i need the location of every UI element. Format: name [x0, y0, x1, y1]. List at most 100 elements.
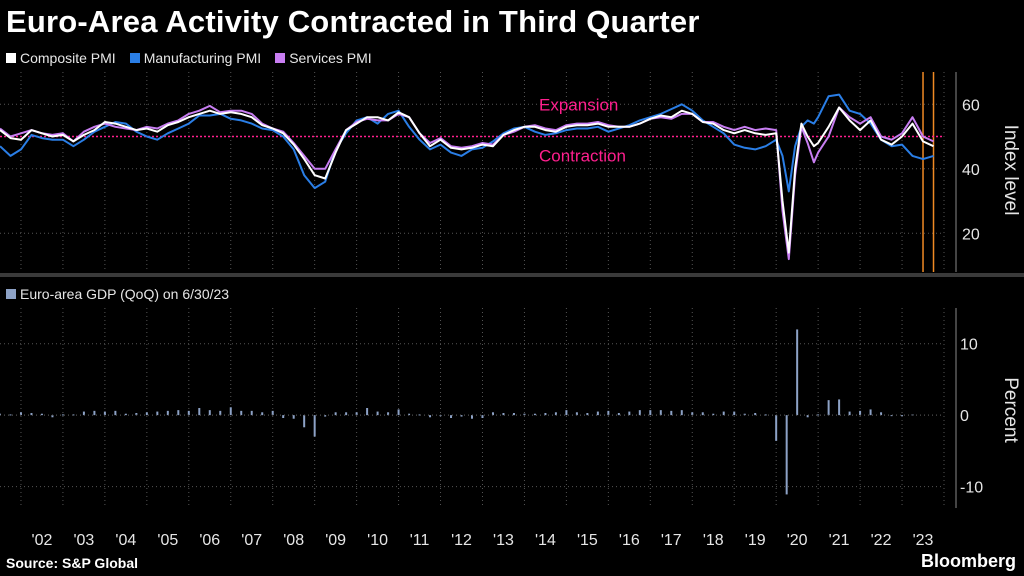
- bloomberg-logo: Bloomberg: [920, 551, 1016, 571]
- threshold-label-above: Expansion: [539, 96, 618, 115]
- gdp-bar: [408, 413, 411, 416]
- gdp-bar: [261, 412, 264, 416]
- gdp-bar: [0, 413, 1, 416]
- gdp-bar: [40, 413, 43, 416]
- x-tick-label: '11: [410, 532, 430, 549]
- gdp-bar: [334, 412, 337, 416]
- gdp-bar: [827, 400, 830, 416]
- legend-top: Composite PMI Manufacturing PMI Services…: [6, 50, 372, 66]
- gdp-bar: [859, 410, 862, 416]
- gdp-bar: [838, 399, 841, 416]
- gdp-bar: [533, 413, 536, 416]
- gdp-bar: [523, 413, 526, 416]
- threshold-label-below: Contraction: [539, 147, 626, 166]
- gdp-bar: [638, 410, 641, 416]
- gdp-bar: [806, 415, 809, 418]
- legend-label: Services PMI: [289, 50, 372, 66]
- y-tick-label-top: 60: [962, 97, 980, 114]
- gdp-bar: [61, 414, 64, 416]
- x-tick-label: '15: [577, 532, 598, 549]
- gdp-bar: [187, 410, 190, 416]
- x-tick-label: '17: [661, 532, 682, 549]
- gdp-bar: [848, 411, 851, 416]
- gdp-bar: [691, 412, 694, 416]
- gdp-bar: [701, 412, 704, 416]
- gdp-bar: [586, 413, 589, 416]
- gdp-bar: [145, 412, 148, 416]
- series-line-manufacturing: [0, 93, 934, 193]
- gdp-bar: [880, 412, 883, 416]
- legend-label: Composite PMI: [20, 50, 116, 66]
- gdp-bar: [313, 415, 316, 437]
- gdp-bar: [219, 410, 222, 416]
- gdp-bar: [345, 412, 348, 416]
- gdp-bar: [512, 413, 515, 416]
- gdp-bar: [722, 411, 725, 416]
- x-tick-label: '04: [115, 532, 136, 549]
- gdp-bar: [240, 410, 243, 416]
- gdp-bar: [596, 411, 599, 416]
- gdp-bar: [292, 415, 295, 419]
- gdp-bar: [19, 412, 22, 416]
- x-tick-label: '20: [787, 532, 808, 549]
- x-tick-label: '09: [325, 532, 346, 549]
- y-tick-label-bottom: 10: [960, 337, 978, 354]
- gdp-bar: [481, 415, 484, 418]
- x-tick-label: '06: [199, 532, 220, 549]
- gdp-bar: [166, 410, 169, 416]
- gdp-bar: [575, 412, 578, 416]
- gdp-bar: [450, 415, 453, 418]
- x-tick-label: '21: [829, 532, 850, 549]
- gdp-bar: [785, 415, 788, 495]
- x-tick-label: '08: [283, 532, 304, 549]
- gdp-bar: [817, 414, 820, 416]
- gdp-bar: [429, 415, 432, 418]
- source-note: Source: S&P Global: [6, 555, 138, 571]
- gdp-bar: [659, 410, 662, 416]
- gdp-bar: [135, 413, 138, 416]
- gdp-bar: [103, 411, 106, 416]
- gdp-bar: [890, 415, 893, 417]
- x-tick-label: '05: [157, 532, 178, 549]
- panel-divider: [0, 273, 1024, 277]
- gdp-bar: [72, 414, 75, 416]
- gdp-bar: [617, 413, 620, 416]
- gdp-bar: [491, 412, 494, 416]
- x-tick-label: '18: [703, 532, 724, 549]
- x-tick-label: '14: [535, 532, 556, 549]
- gdp-bar: [271, 410, 274, 416]
- y-tick-label-bottom: 0: [960, 408, 969, 425]
- series-line-composite: [0, 106, 934, 254]
- x-tick-label: '13: [493, 532, 514, 549]
- services-swatch-icon: [275, 53, 286, 63]
- gdp-bar: [554, 412, 557, 416]
- gdp-bar: [366, 408, 369, 416]
- gdp-bar: [796, 329, 799, 416]
- gdp-bar: [775, 415, 778, 441]
- x-tick-label: '02: [32, 532, 53, 549]
- gdp-bar: [502, 413, 505, 416]
- gdp-bar: [544, 413, 547, 416]
- gdp-bar: [177, 410, 180, 416]
- gdp-bar: [324, 415, 327, 417]
- gdp-bar: [733, 411, 736, 416]
- gdp-bar: [208, 410, 211, 416]
- gdp-bar: [901, 415, 904, 417]
- gdp-bar: [93, 410, 96, 416]
- gdp-bar: [82, 411, 85, 416]
- y-tick-label-top: 40: [962, 162, 980, 179]
- gdp-bar: [250, 410, 253, 416]
- gdp-bar: [397, 409, 400, 416]
- gdp-bar: [607, 410, 610, 416]
- x-tick-label: '22: [871, 532, 892, 549]
- x-tick-label: '19: [745, 532, 766, 549]
- gdp-bar: [649, 410, 652, 416]
- legend-label: Euro-area GDP (QoQ) on 6/30/23: [20, 286, 230, 302]
- legend-item-services: Services PMI: [275, 50, 372, 66]
- gdp-bar: [670, 410, 673, 416]
- gdp-swatch-icon: [6, 289, 16, 299]
- gdp-bar: [156, 411, 159, 416]
- legend-item-composite: Composite PMI: [6, 50, 116, 66]
- x-tick-label: '12: [451, 532, 472, 549]
- x-tick-label: '03: [73, 532, 94, 549]
